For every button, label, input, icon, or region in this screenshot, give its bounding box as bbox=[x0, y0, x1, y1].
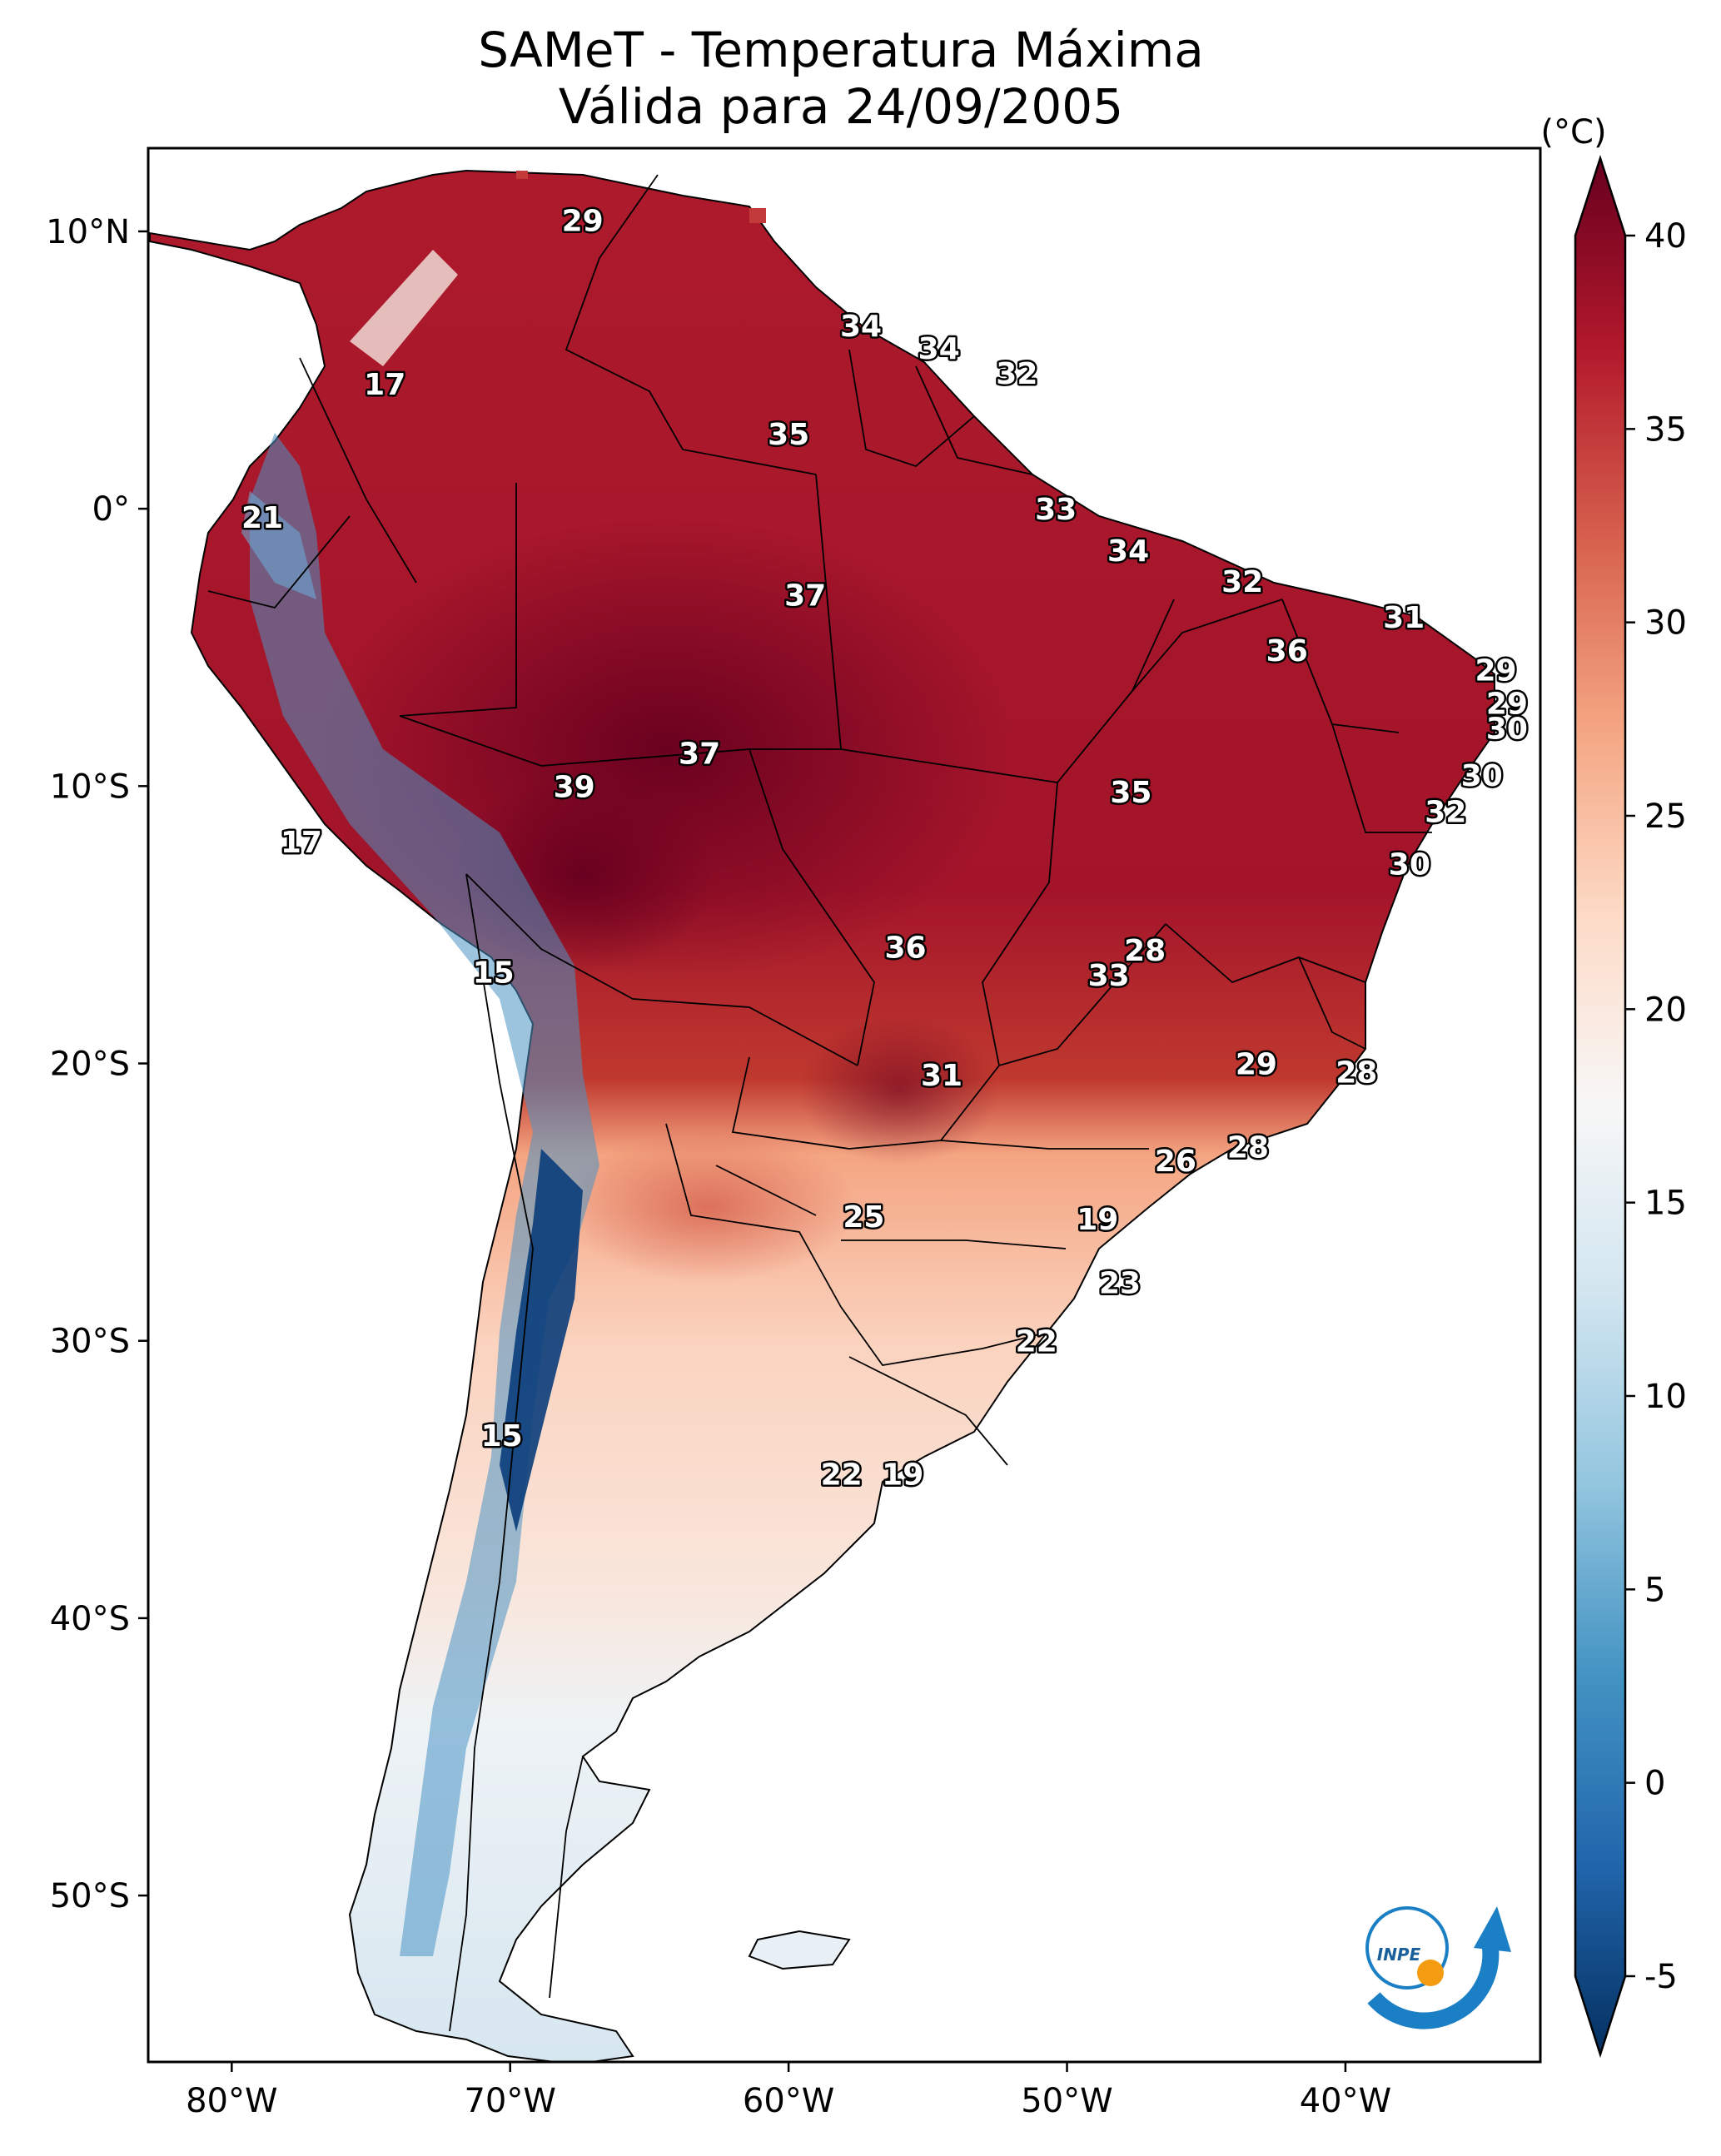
temperature-label: 28 bbox=[1227, 1130, 1269, 1165]
temperature-label: 37 bbox=[784, 579, 826, 613]
temperature-label: 30 bbox=[1389, 848, 1430, 882]
temperature-label: 26 bbox=[1155, 1145, 1196, 1179]
colorbar-tick-label: 30 bbox=[1644, 604, 1687, 643]
temperature-label: 36 bbox=[1266, 634, 1308, 668]
colorbar-tick-label: 20 bbox=[1644, 991, 1687, 1029]
temperature-label: 19 bbox=[1077, 1203, 1118, 1237]
colorbar-tick-label: 15 bbox=[1644, 1185, 1687, 1223]
x-tick-label: 70°W bbox=[464, 2082, 555, 2120]
temperature-label: 29 bbox=[562, 205, 604, 239]
andes-cold-strip bbox=[250, 433, 599, 1956]
colorbar-unit-label: (°C) bbox=[1540, 113, 1606, 152]
temperature-label: 15 bbox=[473, 956, 515, 991]
temperature-label: 34 bbox=[840, 310, 882, 344]
temperature-label: 22 bbox=[1016, 1325, 1057, 1359]
temperature-label: 28 bbox=[1124, 934, 1166, 968]
logo-arc bbox=[1367, 1947, 1500, 2029]
temperature-label: 22 bbox=[821, 1458, 863, 1493]
x-axis-ticks: 80°W 70°W 60°W 50°W 40°W bbox=[186, 2062, 1391, 2120]
x-tick-label: 80°W bbox=[186, 2082, 277, 2120]
colorbar-tick-label: 10 bbox=[1644, 1378, 1687, 1416]
y-axis-ticks: 10°N 0° 10°S 20°S 30°S 40°S 50°S bbox=[46, 213, 148, 1915]
temperature-label: 35 bbox=[768, 418, 809, 452]
temperature-label: 29 bbox=[1236, 1048, 1277, 1082]
colorbar-tick-label: 0 bbox=[1644, 1765, 1665, 1803]
temperature-label: 25 bbox=[843, 1200, 884, 1234]
temperature-label: 29 bbox=[1475, 653, 1516, 688]
temperature-label: 17 bbox=[281, 826, 322, 860]
temperature-label: 30 bbox=[1486, 712, 1528, 746]
x-tick-label: 40°W bbox=[1300, 2082, 1391, 2120]
temperature-label: 33 bbox=[1035, 493, 1077, 527]
logo-sun-icon bbox=[1417, 1960, 1444, 1986]
state-borders bbox=[207, 174, 1432, 2032]
colorbar-ticks: 40 35 30 25 20 15 10 5 0 -5 bbox=[1625, 217, 1687, 1996]
y-tick-label: 30°S bbox=[50, 1323, 130, 1361]
y-tick-label: 10°S bbox=[50, 768, 130, 806]
x-tick-label: 50°W bbox=[1021, 2082, 1112, 2120]
temperature-label: 28 bbox=[1336, 1056, 1377, 1090]
temperature-label: 32 bbox=[996, 357, 1037, 391]
logo-circle bbox=[1365, 1906, 1449, 1990]
temperature-label: 15 bbox=[481, 1419, 523, 1453]
temperature-label: 34 bbox=[1107, 534, 1149, 569]
temperature-label: 33 bbox=[1088, 959, 1130, 993]
temperature-label: 23 bbox=[1099, 1267, 1141, 1301]
colorbar-tick-label: 40 bbox=[1644, 217, 1687, 256]
map-frame bbox=[147, 147, 1542, 2064]
y-tick-label: 20°S bbox=[50, 1046, 130, 1084]
temperature-label: 19 bbox=[882, 1458, 923, 1493]
colorbar-tick-label: -5 bbox=[1644, 1958, 1678, 1996]
temperature-label: 32 bbox=[1221, 565, 1263, 599]
temperature-label: 34 bbox=[918, 332, 960, 366]
inpe-logo: INPE bbox=[1365, 1906, 1511, 2029]
temperature-label: 39 bbox=[554, 770, 595, 804]
x-tick-label: 60°W bbox=[743, 2082, 834, 2120]
colorbar-body bbox=[1574, 154, 1627, 2059]
logo-text: INPE bbox=[1377, 1945, 1421, 1965]
temperature-label: 32 bbox=[1425, 795, 1466, 829]
chart-title: SAMeT - Temperatura Máxima bbox=[478, 22, 1204, 78]
colorbar-tick-label: 25 bbox=[1644, 797, 1687, 836]
temperature-label: 17 bbox=[364, 368, 405, 402]
colorbar: (°C) 40 35 30 25 20 15 10 5 0 -5 bbox=[1540, 113, 1687, 2059]
logo-arrow-icon bbox=[1474, 1906, 1511, 1952]
map-area bbox=[148, 148, 1540, 2062]
temperature-label: 37 bbox=[679, 737, 720, 771]
temperature-label: 31 bbox=[921, 1059, 962, 1093]
y-tick-label: 0° bbox=[92, 490, 130, 529]
temperature-label: 36 bbox=[885, 931, 927, 966]
y-tick-label: 40°S bbox=[50, 1600, 130, 1638]
colorbar-tick-label: 5 bbox=[1644, 1571, 1665, 1609]
y-tick-label: 10°N bbox=[46, 213, 130, 251]
temperature-label: 30 bbox=[1461, 759, 1503, 793]
colorbar-tick-label: 35 bbox=[1644, 410, 1687, 449]
temperature-label: 31 bbox=[1383, 601, 1425, 635]
temperature-label: 21 bbox=[241, 501, 283, 535]
y-tick-label: 50°S bbox=[50, 1877, 130, 1915]
temperature-label: 35 bbox=[1110, 776, 1151, 810]
chart-subtitle: Válida para 24/09/2005 bbox=[559, 78, 1123, 135]
temperature-label: 29 bbox=[1486, 687, 1528, 721]
